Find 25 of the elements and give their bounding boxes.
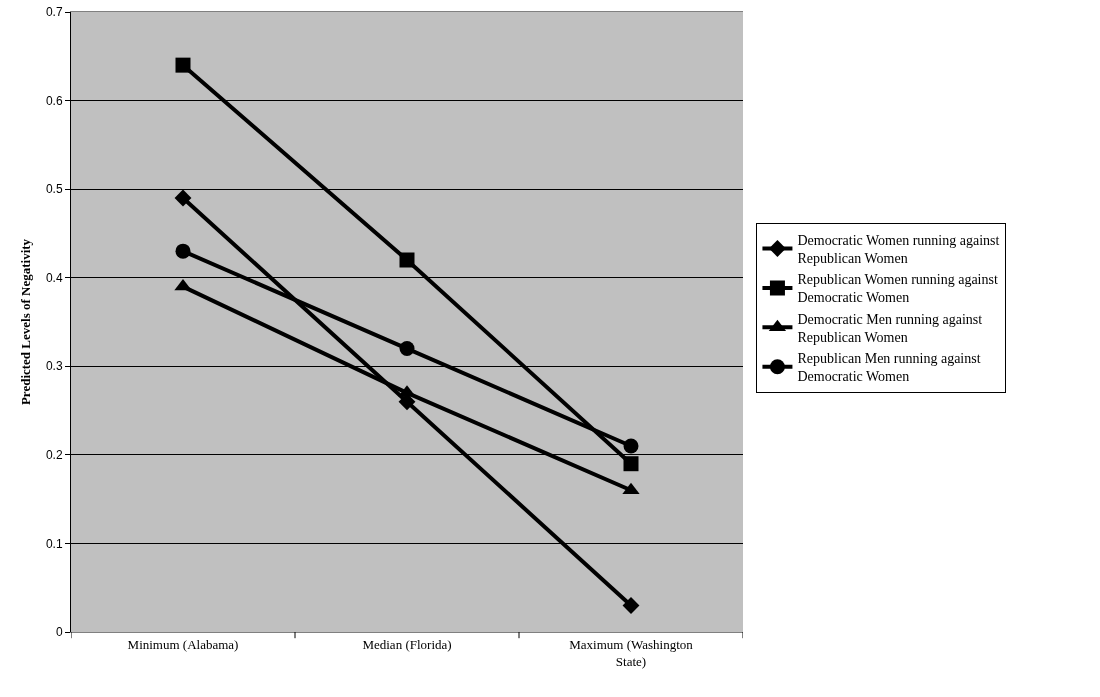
legend-label: Democratic Women running against Republican Women bbox=[797, 232, 1000, 267]
x-tick-label: Median (Florida) bbox=[362, 636, 452, 652]
legend-label: Republican Men running against Democratic Women bbox=[797, 351, 981, 385]
point bbox=[399, 252, 415, 268]
y-tick-label: 0.5 bbox=[45, 182, 63, 197]
legend-label: Republican Women running against Democratic Women bbox=[797, 272, 998, 306]
y-tick-label: 0.4 bbox=[45, 270, 63, 285]
y-tick-label: 0.6 bbox=[45, 93, 63, 108]
y-tick-label: 0.3 bbox=[45, 359, 63, 374]
y-tick-label: 0.1 bbox=[45, 536, 63, 551]
y-tick-label: 0.7 bbox=[45, 5, 63, 20]
y-axis-title: Predicted Levels of Negativity bbox=[17, 238, 33, 406]
point bbox=[174, 189, 192, 207]
point bbox=[175, 243, 191, 259]
x-tick-label: Minimum (Alabama) bbox=[127, 636, 239, 652]
point bbox=[175, 57, 191, 73]
legend-label: Democratic Men running against Republican Women bbox=[797, 311, 983, 345]
point bbox=[622, 596, 640, 614]
y-tick-label: 0 bbox=[55, 625, 63, 640]
point bbox=[622, 482, 640, 495]
point bbox=[623, 456, 639, 472]
y-tick-label: 0.2 bbox=[45, 448, 63, 463]
x-tick-label: Maximum (Washington State) bbox=[569, 636, 694, 669]
point bbox=[623, 438, 639, 454]
point bbox=[399, 341, 415, 357]
